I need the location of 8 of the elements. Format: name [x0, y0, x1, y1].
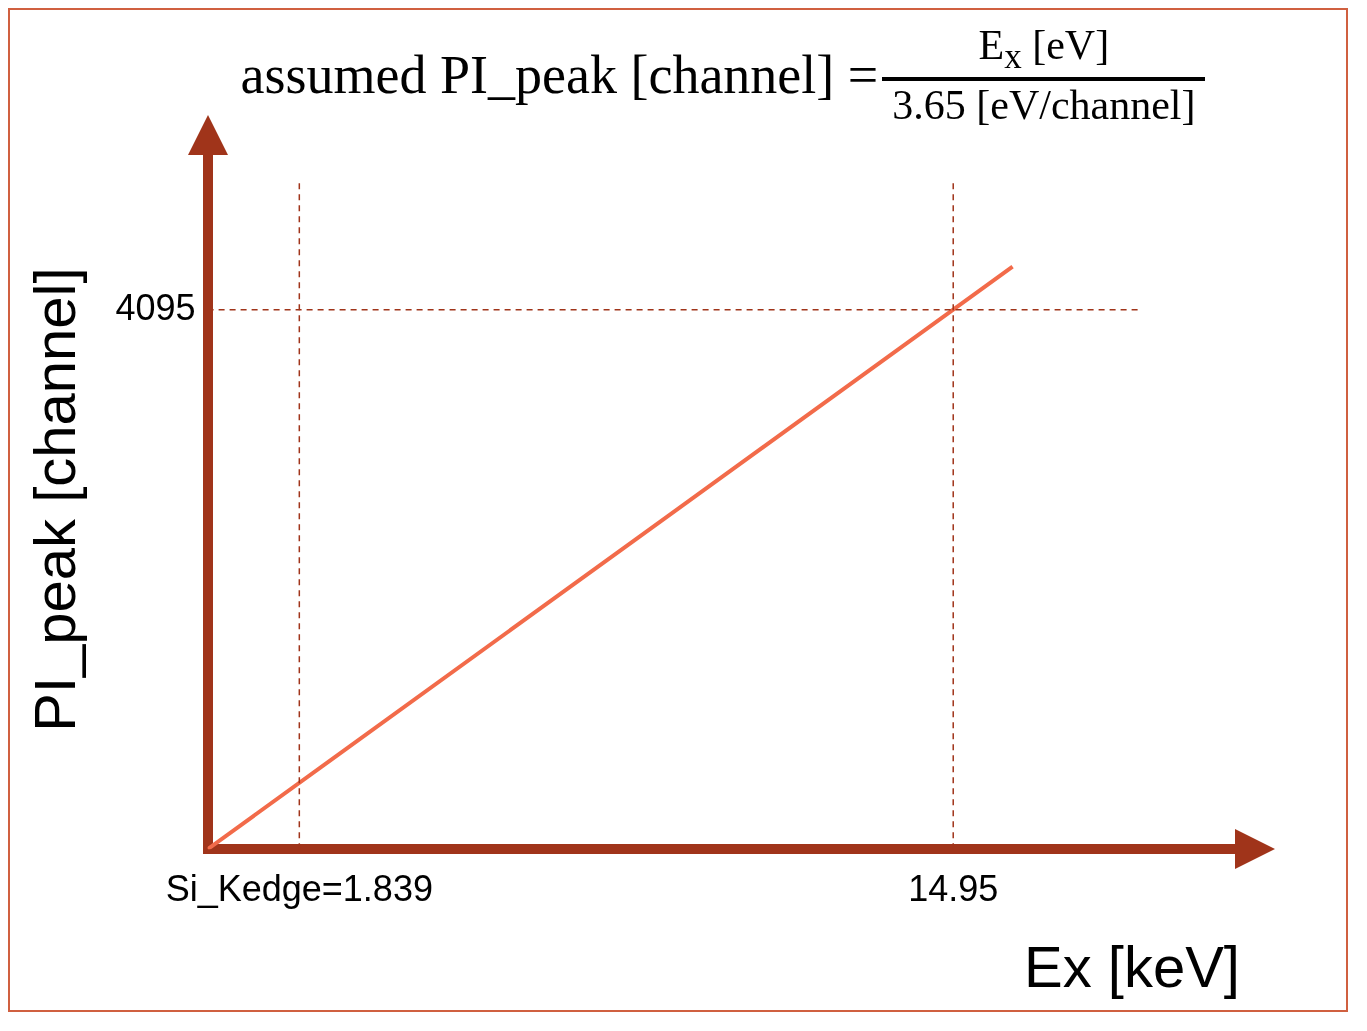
- x-tick-label: 14.95: [908, 867, 999, 909]
- chart-title: assumed PI_peak [channel] =: [240, 44, 879, 106]
- x-axis-title: Ex [keV]: [1024, 934, 1240, 1000]
- text: 3.65 [eV/channel]: [892, 81, 1196, 130]
- text: E$_{x}$ [eV]: [882, 20, 1206, 82]
- x-tick-label: Si_Kedge=1.839: [165, 867, 433, 909]
- text: 4095: [115, 286, 196, 328]
- y-axis-title: PI_peak [channel]: [21, 267, 87, 732]
